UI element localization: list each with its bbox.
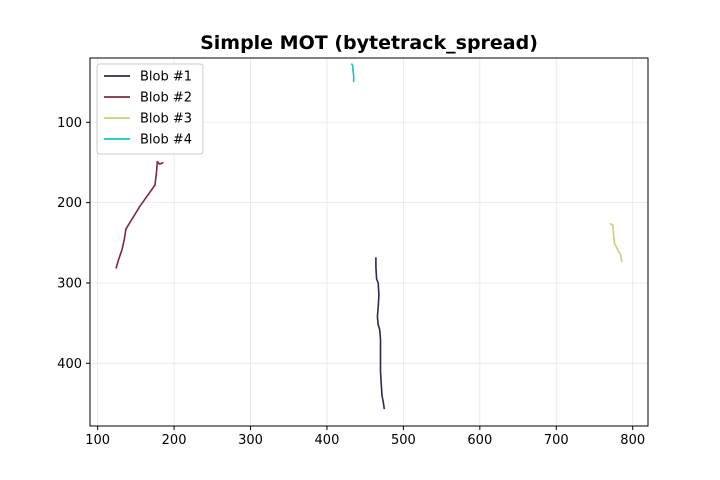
x-tick-label: 700 — [544, 433, 569, 448]
legend-box — [96, 63, 204, 155]
axis-ticks: 100 200 300 400 500 600 700 800 100 200 300 400 — [57, 116, 645, 448]
x-tick-label: 500 — [391, 433, 416, 448]
x-tick-label: 800 — [620, 433, 645, 448]
legend-label: Blob #4 — [140, 133, 192, 148]
series-line-blob-2 — [115, 160, 164, 269]
y-tick-label: 400 — [57, 357, 82, 372]
x-tick-label: 300 — [238, 433, 263, 448]
y-tick-label: 100 — [57, 116, 82, 131]
x-tick-label: 100 — [85, 433, 110, 448]
series-line-blob-1 — [375, 257, 386, 410]
chart-title: Simple MOT (bytetrack_spread) — [200, 32, 538, 54]
y-tick-label: 200 — [57, 196, 82, 211]
x-tick-label: 400 — [315, 433, 340, 448]
x-tick-label: 600 — [467, 433, 492, 448]
legend: Blob #1 Blob #2 Blob #3 Blob #4 — [96, 63, 204, 155]
plot-frame — [89, 57, 649, 427]
legend-label: Blob #3 — [140, 112, 192, 127]
series-line-blob-4 — [350, 63, 355, 83]
series-lines — [115, 63, 623, 410]
x-tick-label: 200 — [162, 433, 187, 448]
y-tick-label: 300 — [57, 276, 82, 291]
legend-label: Blob #2 — [140, 91, 192, 106]
legend-label: Blob #1 — [140, 70, 192, 85]
series-line-blob-3 — [609, 222, 623, 263]
